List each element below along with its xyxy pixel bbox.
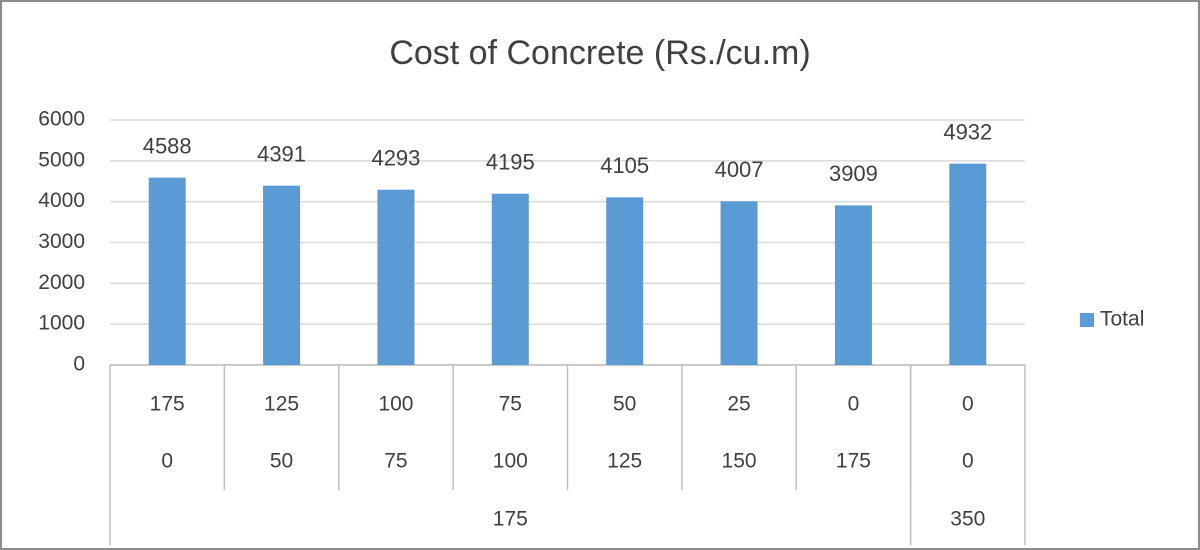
- bar: [148, 177, 186, 365]
- x-tick-label: 0: [161, 450, 173, 473]
- y-tick-label: 3000: [38, 230, 85, 253]
- x-tick-label: 100: [493, 450, 528, 473]
- x-tick-label: 75: [499, 393, 522, 416]
- x-tick-label: 50: [613, 393, 636, 416]
- data-label: 4195: [486, 150, 535, 175]
- y-tick-label: 5000: [38, 148, 85, 171]
- x-tick-label: 100: [378, 393, 413, 416]
- data-label: 3909: [829, 161, 878, 186]
- data-label: 4588: [143, 133, 192, 158]
- data-label: 4105: [600, 153, 649, 178]
- y-tick-label: 2000: [38, 271, 85, 294]
- y-tick-label: 1000: [38, 312, 85, 335]
- chart-title: Cost of Concrete (Rs./cu.m): [389, 34, 810, 72]
- x-tick-label: 0: [848, 393, 860, 416]
- data-label: 4007: [715, 157, 764, 182]
- x-tick-label: 150: [722, 450, 757, 473]
- y-tick-label: 6000: [38, 108, 85, 131]
- x-tick-label: 125: [607, 450, 642, 473]
- bar: [834, 205, 872, 365]
- x-tick-label: 125: [264, 393, 299, 416]
- x-tick-label: 175: [150, 393, 185, 416]
- y-tick-label: 4000: [38, 189, 85, 212]
- data-label: 4391: [257, 142, 306, 167]
- data-label: 4293: [371, 146, 420, 171]
- x-tick-label: 25: [727, 393, 750, 416]
- y-tick-label: 0: [73, 353, 85, 376]
- bar: [949, 163, 987, 365]
- group-label: 175: [493, 508, 528, 531]
- legend-label: Total: [1100, 308, 1144, 331]
- bar: [606, 197, 644, 365]
- x-tick-label: 0: [962, 450, 974, 473]
- group-label: 350: [950, 508, 985, 531]
- bar: [720, 201, 758, 365]
- bar: [377, 189, 415, 365]
- x-tick-label: 75: [384, 450, 407, 473]
- bar: [491, 193, 529, 365]
- legend-swatch: [1080, 313, 1094, 327]
- x-tick-label: 0: [962, 393, 974, 416]
- bar: [263, 185, 301, 365]
- x-tick-label: 175: [836, 450, 871, 473]
- x-tick-label: 50: [270, 450, 293, 473]
- data-label: 4932: [943, 119, 992, 144]
